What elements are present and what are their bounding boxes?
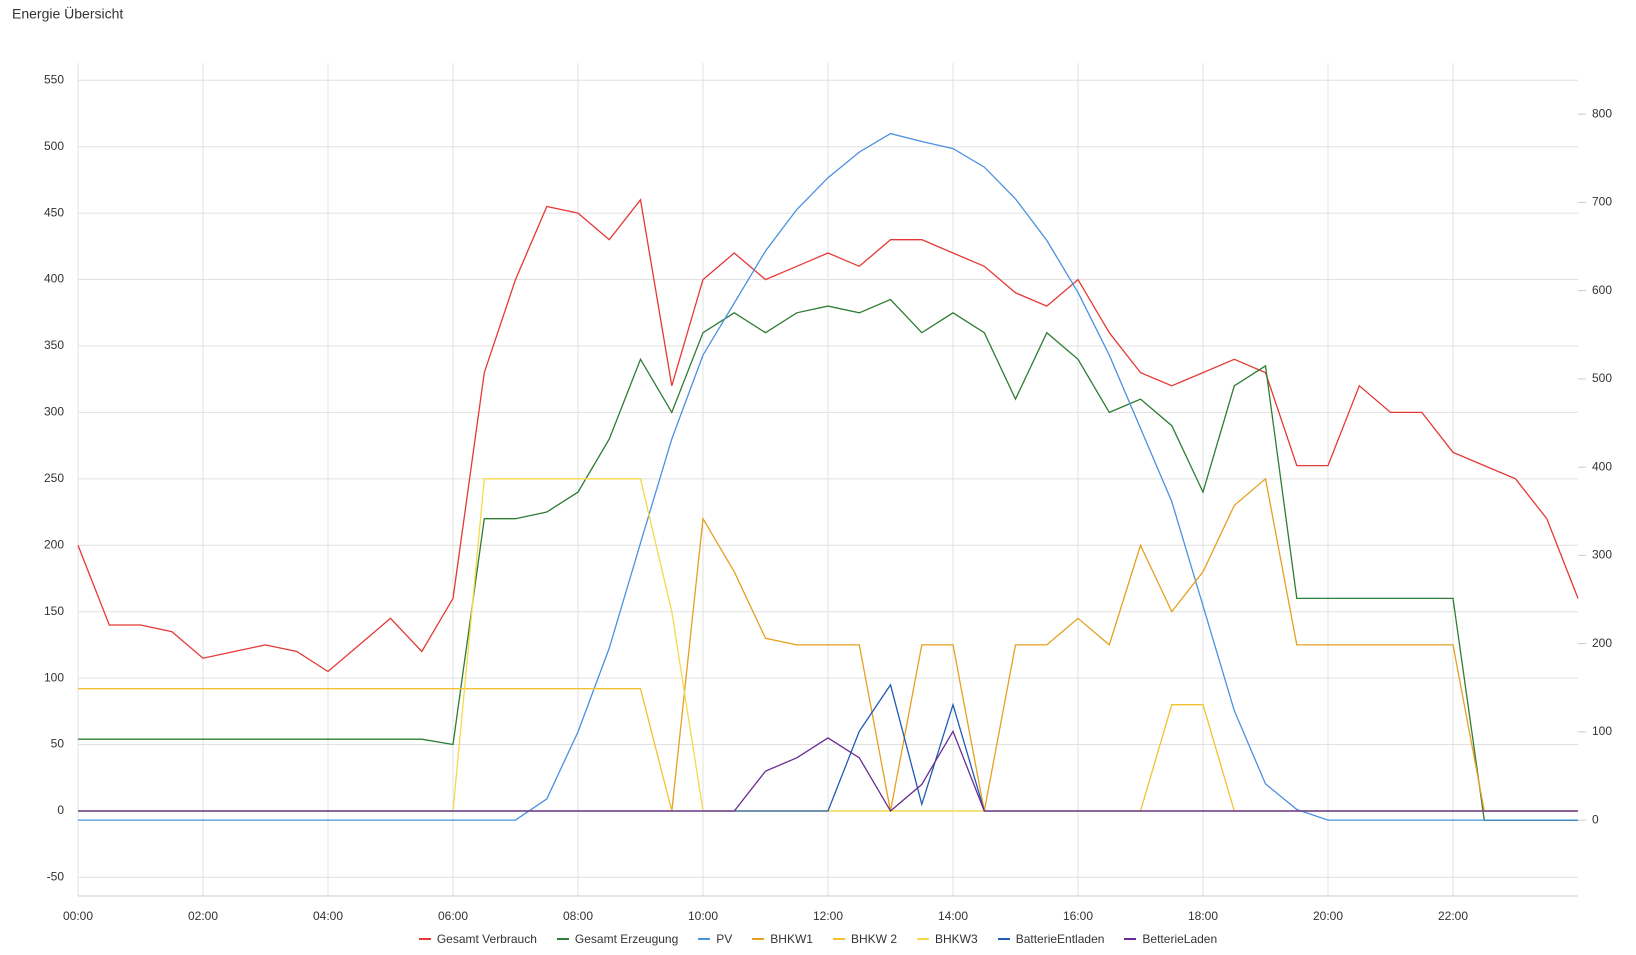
y-tick-label: 300 <box>44 405 64 419</box>
y-tick-label: 500 <box>44 139 64 153</box>
legend-label: BatterieEntladen <box>1015 932 1105 946</box>
legend-label: Gesamt Erzeugung <box>574 932 679 946</box>
legend-item[interactable]: BHKW3 <box>917 932 978 946</box>
legend-label: Gesamt Verbrauch <box>436 932 537 946</box>
y-tick-label: 50 <box>51 737 65 751</box>
x-tick-label: 04:00 <box>313 909 343 923</box>
series-line <box>78 729 1578 812</box>
x-tick-label: 12:00 <box>813 909 843 923</box>
x-tick-label: 06:00 <box>438 909 468 923</box>
legend-item[interactable]: BetterieLaden <box>1124 932 1217 946</box>
legend: Gesamt Verbrauch Gesamt Erzeugung PV BHKW1 B… <box>0 932 1636 946</box>
y-tick-label: 400 <box>44 272 64 286</box>
legend-label: BHKW1 <box>770 932 813 946</box>
y2-tick-label: 500 <box>1592 371 1612 385</box>
legend-label: BetterieLaden <box>1142 932 1218 946</box>
legend-swatch <box>917 938 929 940</box>
y-tick-label: 200 <box>44 537 64 551</box>
x-tick-label: 08:00 <box>563 909 593 923</box>
series-line <box>78 298 1578 821</box>
y-tick-label: 100 <box>44 670 64 684</box>
legend-swatch <box>832 938 845 940</box>
y-tick-label: 250 <box>44 471 64 485</box>
y-tick-label: 0 <box>57 803 64 817</box>
series-line <box>77 198 1579 673</box>
y-tick-label: 550 <box>44 72 64 86</box>
y-tick-label: 150 <box>44 604 64 618</box>
x-tick-label: 20:00 <box>1313 909 1343 923</box>
chart: Energie Übersicht -50 0 50 100 150 200 250 300 3… <box>12 5 1612 923</box>
legend-swatch <box>698 938 711 940</box>
y-tick-label: 350 <box>44 338 64 352</box>
x-tick-label: 10:00 <box>688 909 718 923</box>
legend-swatch <box>1124 938 1137 940</box>
x-tick-label: 14:00 <box>938 909 968 923</box>
y2-tick-label: 700 <box>1592 195 1612 209</box>
y2-tick-label: 400 <box>1592 459 1612 473</box>
legend-item[interactable]: BHKW1 <box>752 932 813 946</box>
series-line <box>78 132 1578 821</box>
chart-title: Energie Übersicht <box>12 5 123 22</box>
y2-tick-label: 0 <box>1592 812 1599 826</box>
y-tick-label: -50 <box>47 870 65 884</box>
legend-label: PV <box>716 932 733 946</box>
y-tick-label: 450 <box>44 205 64 219</box>
y2-tick-label: 800 <box>1592 106 1612 120</box>
y2-tick-label: 600 <box>1592 283 1612 297</box>
x-tick-label: 16:00 <box>1063 909 1093 923</box>
y2-tick-label: 200 <box>1592 636 1612 650</box>
x-tick-label: 02:00 <box>188 909 218 923</box>
legend-swatch <box>997 938 1010 940</box>
legend-label: BHKW 2 <box>850 932 897 946</box>
x-tick-label: 18:00 <box>1188 909 1218 923</box>
legend-swatch <box>752 938 765 940</box>
legend-label: BHKW3 <box>935 932 978 946</box>
x-tick-label: 22:00 <box>1438 909 1468 923</box>
legend-item[interactable]: BHKW 2 <box>832 932 897 946</box>
legend-item[interactable]: Gesamt Verbrauch <box>418 932 537 946</box>
legend-item[interactable]: PV <box>698 932 732 946</box>
x-tick-label: 00:00 <box>63 909 93 923</box>
y2-tick-label: 300 <box>1592 548 1612 562</box>
legend-item[interactable]: BatterieEntladen <box>997 932 1105 946</box>
legend-swatch <box>418 938 431 940</box>
y2-tick-label: 100 <box>1592 724 1612 738</box>
legend-swatch <box>556 938 569 940</box>
legend-item[interactable]: Gesamt Erzeugung <box>556 932 679 946</box>
